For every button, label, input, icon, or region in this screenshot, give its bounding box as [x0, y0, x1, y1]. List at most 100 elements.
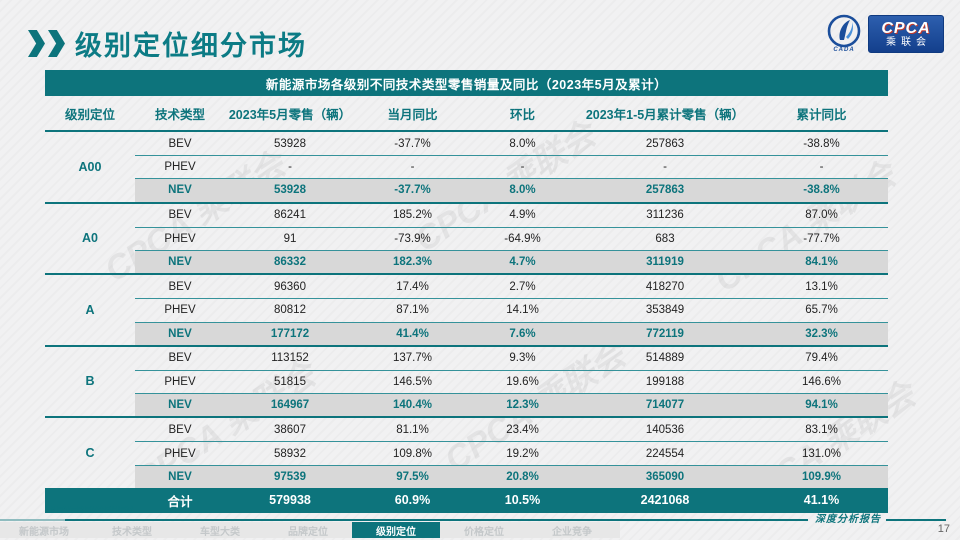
col-header: 环比: [509, 107, 535, 122]
mom: 23.4%: [506, 423, 539, 436]
cpca-wordmark: CPCA 乘联会: [868, 15, 944, 53]
mom: 7.6%: [509, 327, 536, 340]
table-row: BEV 86241 185.2% 4.9% 311236 87.0%: [45, 204, 888, 227]
nav-tab-brand-position[interactable]: 品牌定位: [288, 526, 328, 538]
cpca-en-label: CPCA: [881, 19, 931, 37]
nav-tab-nev-market[interactable]: 新能源市场: [19, 526, 69, 538]
level-label: A0: [82, 231, 98, 246]
cum-yoy: 79.4%: [805, 352, 838, 365]
level-group-a00: A00 BEV 53928 -37.7% 8.0% 257863 -38.8% …: [45, 130, 888, 202]
cum-retail: 311236: [646, 209, 684, 222]
tech-type: BEV: [168, 352, 192, 365]
table-row: PHEV 51815 146.5% 19.6% 199188 146.6%: [45, 369, 888, 393]
cum-yoy: 13.1%: [805, 280, 838, 293]
footer-divider: [65, 519, 808, 521]
page-title: 级别定位细分市场: [75, 31, 307, 61]
mom: 4.7%: [509, 256, 536, 269]
footnote: *NEV=BEV+PHEV: [45, 504, 134, 516]
cum-retail: 140536: [645, 423, 685, 436]
cum-yoy: -: [819, 161, 824, 174]
mom: 2.7%: [509, 280, 536, 293]
may-retail: 53928: [274, 184, 306, 197]
table-row: BEV 96360 17.4% 2.7% 418270 13.1%: [45, 275, 888, 298]
chevron-icon: [28, 30, 45, 57]
cpca-logo: CADA CPCA 乘联会: [824, 13, 944, 55]
tech-type: PHEV: [164, 447, 196, 460]
level-group-a: A BEV 96360 17.4% 2.7% 418270 13.1% PHEV…: [45, 273, 888, 345]
level-label: A: [85, 302, 95, 317]
tech-type: BEV: [168, 423, 192, 436]
total-row: 合计 579938 60.9% 10.5% 2421068 41.1%: [45, 487, 888, 513]
nav-tab-enterprise-competition[interactable]: 企业竞争: [552, 526, 592, 538]
col-header: 2023年5月零售（辆）: [228, 107, 352, 122]
month-yoy: 140.4%: [392, 399, 432, 412]
may-retail: 177172: [270, 327, 310, 340]
mom: 19.6%: [506, 375, 539, 388]
cum-yoy: 84.1%: [805, 256, 838, 269]
emblem-caption: CADA: [833, 47, 855, 53]
nav-tab-model-category[interactable]: 车型大类: [200, 526, 240, 538]
month-yoy: 185.2%: [392, 209, 432, 222]
month-yoy: 146.5%: [392, 375, 432, 388]
total-mom: 10.5%: [504, 493, 541, 508]
nav-tab-tech-type[interactable]: 技术类型: [112, 526, 152, 538]
month-yoy: 109.8%: [392, 447, 432, 460]
may-retail: 164967: [270, 399, 310, 412]
cum-retail: 224554: [645, 447, 685, 460]
may-retail: 96360: [274, 280, 306, 293]
cum-retail: 353849: [645, 304, 685, 317]
may-retail: 91: [283, 232, 297, 245]
table-row-nev: NEV 177172 41.4% 7.6% 772119 32.3%: [45, 321, 888, 345]
table-row: PHEV 80812 87.1% 14.1% 353849 65.7%: [45, 298, 888, 321]
col-header: 2023年1-5月累计零售（辆）: [585, 107, 745, 122]
month-yoy: -: [410, 161, 415, 174]
mom: 8.0%: [509, 137, 536, 150]
slide-header: 级别定位细分市场: [28, 24, 307, 63]
month-yoy: -37.7%: [394, 137, 431, 150]
cada-emblem-icon: CADA: [824, 13, 864, 55]
table-row: PHEV - - - - -: [45, 155, 888, 178]
tech-type: NEV: [168, 470, 192, 483]
table-row: BEV 113152 137.7% 9.3% 514889 79.4%: [45, 347, 888, 370]
total-month-yoy: 60.9%: [394, 493, 431, 508]
nav-tab-price-position[interactable]: 价格定位: [464, 526, 504, 538]
level-label: B: [85, 374, 95, 389]
level-label: C: [85, 446, 95, 461]
tech-type: PHEV: [164, 375, 196, 388]
cum-yoy: 83.1%: [805, 423, 838, 436]
level-label: A00: [78, 159, 102, 174]
table-row-nev: NEV 86332 182.3% 4.7% 311919 84.1%: [45, 249, 888, 274]
month-yoy: 17.4%: [396, 280, 429, 293]
tech-type: BEV: [168, 137, 192, 150]
nav-tab-level-position[interactable]: 级别定位: [352, 522, 440, 538]
cum-yoy: -77.7%: [803, 232, 840, 245]
tech-type: PHEV: [164, 232, 196, 245]
col-header: 级别定位: [64, 107, 115, 122]
mom: 14.1%: [506, 304, 539, 317]
cum-yoy: 94.1%: [805, 399, 838, 412]
tech-type: PHEV: [164, 304, 196, 317]
total-label: 合计: [167, 494, 193, 509]
footer-divider: [0, 519, 65, 521]
col-header: 当月同比: [387, 107, 438, 122]
table-row: BEV 38607 81.1% 23.4% 140536 83.1%: [45, 418, 888, 441]
col-header: 累计同比: [796, 107, 847, 122]
month-yoy: -73.9%: [394, 232, 431, 245]
month-yoy: 182.3%: [392, 256, 432, 269]
level-group-a0: A0 BEV 86241 185.2% 4.9% 311236 87.0% PH…: [45, 201, 888, 274]
cum-yoy: 146.6%: [801, 375, 841, 388]
level-group-b: B BEV 113152 137.7% 9.3% 514889 79.4% PH…: [45, 344, 888, 417]
may-retail: 38607: [274, 423, 306, 436]
page-number: 17: [937, 523, 950, 535]
may-retail: 97539: [274, 470, 306, 483]
cum-retail: 772119: [646, 327, 684, 340]
cum-retail: 714077: [645, 399, 685, 412]
cpca-cn-label: 乘联会: [886, 36, 931, 48]
table-row: BEV 53928 -37.7% 8.0% 257863 -38.8%: [45, 132, 888, 155]
tech-type: BEV: [168, 280, 192, 293]
mom: -64.9%: [504, 232, 541, 245]
table-header-row: 级别定位 技术类型 2023年5月零售（辆） 当月同比 环比 2023年1-5月…: [45, 96, 888, 130]
cum-yoy: -38.8%: [803, 184, 840, 197]
section-navbar: 新能源市场 技术类型 车型大类 品牌定位 级别定位 价格定位 企业竞争: [0, 522, 620, 538]
cum-retail: 311919: [646, 256, 684, 269]
